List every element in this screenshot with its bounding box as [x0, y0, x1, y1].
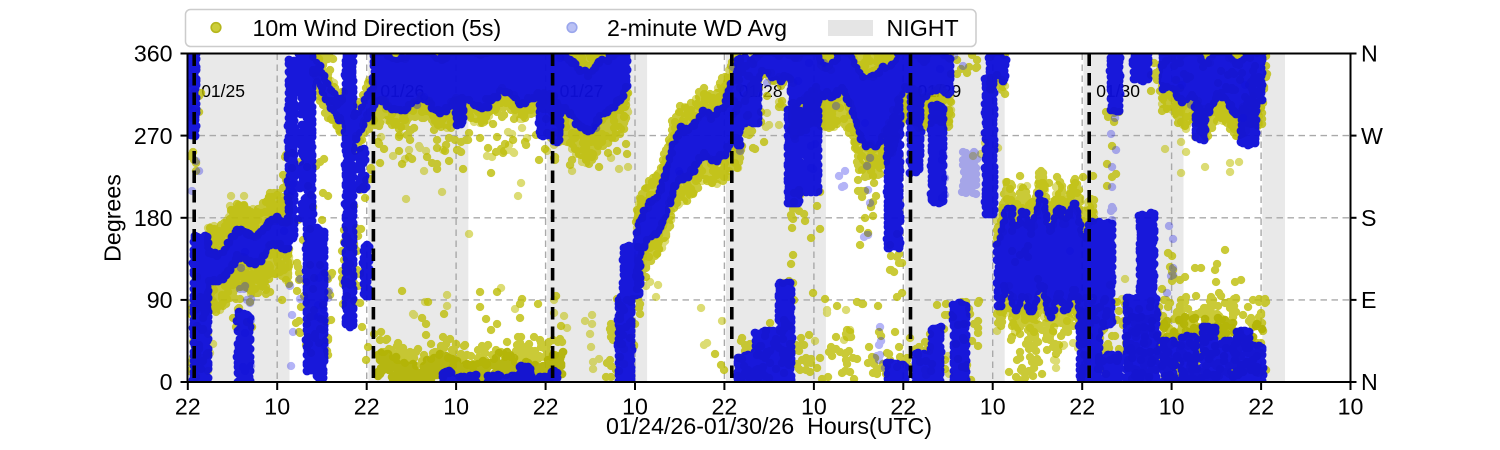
svg-text:270: 270	[134, 123, 173, 149]
svg-text:10: 10	[980, 394, 1006, 420]
svg-text:10: 10	[801, 394, 827, 420]
svg-text:22: 22	[354, 394, 380, 420]
svg-text:N: N	[1361, 41, 1378, 67]
svg-text:Degrees: Degrees	[100, 174, 126, 262]
svg-text:W: W	[1361, 123, 1383, 149]
svg-text:2-minute WD Avg: 2-minute WD Avg	[607, 15, 787, 41]
svg-text:01/25: 01/25	[201, 81, 245, 101]
svg-text:90: 90	[147, 287, 173, 313]
svg-text:22: 22	[1248, 394, 1274, 420]
svg-text:10: 10	[622, 394, 648, 420]
svg-text:NIGHT: NIGHT	[887, 15, 959, 41]
svg-text:10m Wind Direction (5s): 10m Wind Direction (5s)	[253, 15, 502, 41]
svg-text:10: 10	[1338, 394, 1364, 420]
svg-text:01/24/26-01/30/26 Hours(UTC): 01/24/26-01/30/26 Hours(UTC)	[606, 413, 932, 439]
svg-text:22: 22	[712, 394, 738, 420]
svg-text:0: 0	[160, 369, 173, 395]
svg-text:22: 22	[533, 394, 559, 420]
svg-text:22: 22	[890, 394, 916, 420]
svg-text:180: 180	[134, 205, 173, 231]
svg-text:22: 22	[1069, 394, 1095, 420]
svg-text:S: S	[1361, 205, 1376, 231]
svg-text:E: E	[1361, 287, 1376, 313]
svg-text:10: 10	[443, 394, 469, 420]
svg-text:10: 10	[264, 394, 290, 420]
svg-text:22: 22	[175, 394, 201, 420]
svg-text:N: N	[1361, 369, 1378, 395]
svg-text:360: 360	[134, 41, 173, 67]
svg-text:10: 10	[1159, 394, 1185, 420]
